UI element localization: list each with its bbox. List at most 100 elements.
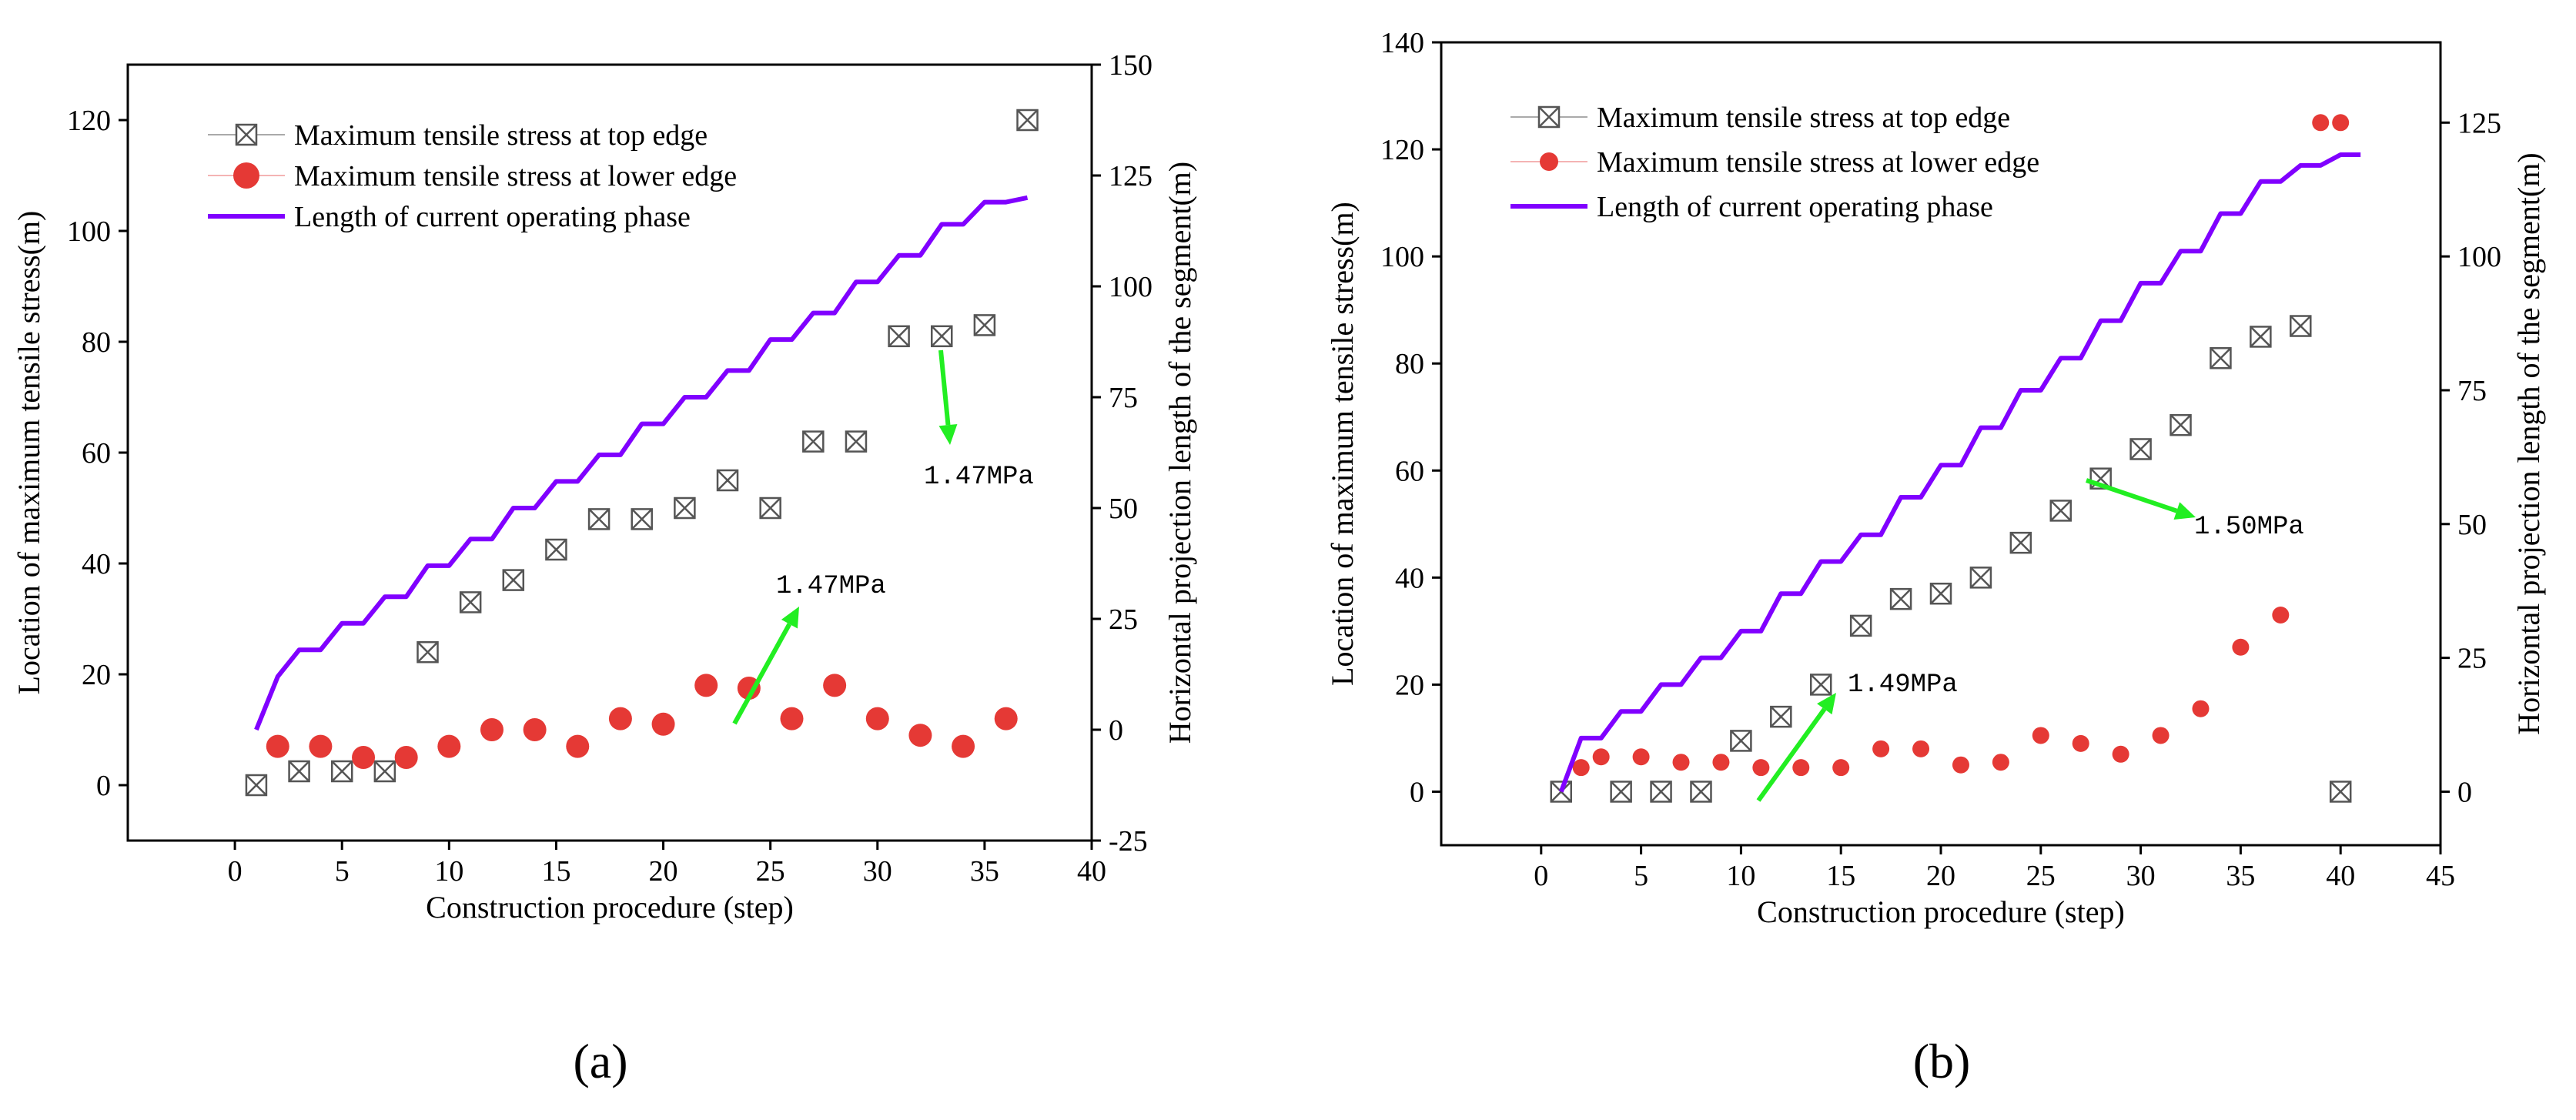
top-edge-point [2210, 346, 2232, 369]
annotation-label: 1.49MPa [1848, 670, 1958, 700]
lower-edge-point [1792, 759, 1810, 777]
lower-edge-point [394, 746, 418, 769]
x-tick-label: 25 [2026, 860, 2056, 892]
marker-cross [373, 761, 396, 782]
series-circle [1572, 114, 2350, 777]
lower-edge-point [952, 734, 975, 758]
x-tick-label: 10 [1726, 860, 1755, 892]
legend-swatch-circle [233, 162, 259, 189]
panel-label-b: (b) [1913, 1034, 1971, 1088]
marker-cross [246, 774, 267, 796]
marker-cross [417, 641, 439, 664]
y-tick-label: 140 [1380, 27, 1424, 59]
top-edge-point [1650, 781, 1672, 803]
marker-cross [888, 325, 910, 347]
top-edge-point [930, 325, 953, 348]
lower-edge-point [994, 707, 1018, 731]
marker-cross [717, 470, 738, 491]
marker-cross [802, 430, 825, 453]
top-edge-point [288, 760, 310, 783]
lower-edge-point [1572, 759, 1590, 777]
y-tick-label: 120 [67, 105, 111, 137]
top-edge-point [587, 508, 611, 530]
x-tick-label: 20 [649, 855, 678, 888]
y-right-tick-label: 125 [2457, 107, 2501, 139]
annotation-arrow-head [938, 423, 958, 445]
marker-cross [2170, 414, 2192, 436]
legend-label: Length of current operating phase [1597, 191, 1993, 223]
marker-cross [2250, 326, 2272, 348]
x-tick-label: 15 [541, 855, 570, 888]
marker-cross [1970, 567, 1992, 589]
lower-edge-point [2312, 114, 2330, 132]
y-right-tick-label: -25 [1109, 825, 1148, 858]
top-edge-point [2009, 531, 2032, 554]
marker-cross [974, 314, 995, 336]
legend: Maximum tensile stress at top edge Maximu… [208, 119, 737, 233]
annotation: 1.50MPa [2086, 478, 2304, 542]
lower-edge-point [352, 746, 376, 769]
annotation-arrow-head [781, 607, 799, 629]
lower-edge-point [1672, 754, 1690, 771]
top-edge-point [373, 760, 396, 783]
top-edge-point [2049, 500, 2073, 522]
y-tick-label: 40 [1395, 562, 1424, 594]
y-axis-label: Location of maximum tensile stress(m) [12, 211, 46, 695]
lower-edge-point [437, 734, 461, 758]
series-line [1558, 152, 2361, 793]
marker-cross [2049, 500, 2072, 522]
top-edge-point [631, 508, 653, 530]
x-tick-label: 40 [1077, 855, 1106, 888]
marker-cross [1610, 781, 1632, 803]
marker-cross [2210, 347, 2232, 369]
marker-cross [1770, 706, 1792, 728]
lower-edge-point [2032, 727, 2049, 744]
x-tick-label: 0 [228, 855, 243, 888]
annotation-arrow-shaft [732, 623, 792, 725]
annotation-arrow-shaft [1756, 707, 1827, 802]
marker-cross [1650, 781, 1672, 803]
lower-edge-point [1872, 740, 1890, 757]
y-tick-label: 100 [67, 216, 111, 248]
y-tick-label: 0 [1410, 776, 1424, 808]
marker-cross [1690, 781, 1712, 803]
y-right-tick-label: 0 [1109, 714, 1123, 747]
top-edge-point [759, 496, 781, 520]
x-axis-label: Construction procedure (step) [1757, 894, 2125, 929]
y-tick-label: 0 [96, 770, 111, 802]
marker-cross [1850, 615, 1872, 637]
top-edge-point [888, 325, 910, 348]
legend-swatch-circle [1540, 152, 1558, 171]
marker-cross [674, 497, 696, 519]
lower-edge-point [1832, 759, 1850, 777]
top-edge-point [1770, 705, 1792, 728]
y-right-tick-label: 100 [1109, 271, 1153, 303]
x-axis-label: Construction procedure (step) [426, 890, 794, 924]
marker-cross [1730, 730, 1752, 752]
top-edge-point [2329, 781, 2352, 803]
chart-panel-b: 0 5 10 15 20 25 30 35 40 45 0 20 40 60 80 100 120 140 0 25 5… [1325, 27, 2546, 929]
marker-cross [759, 497, 781, 519]
marker-cross [331, 761, 353, 782]
lower-edge-point [2332, 114, 2350, 132]
marker-cross [2129, 438, 2152, 460]
lower-edge-point [1712, 754, 1730, 771]
marker-cross [545, 539, 567, 560]
top-edge-point [417, 640, 439, 664]
annotation: 1.49MPa [1756, 670, 1958, 802]
lower-edge-point [823, 674, 847, 697]
x-tick-label: 5 [335, 855, 350, 888]
top-edge-point [802, 430, 825, 453]
marker-cross [288, 761, 310, 782]
top-edge-point [1690, 781, 1712, 803]
marker-cross [1890, 588, 1912, 610]
top-edge-point [459, 591, 482, 613]
top-edge-point [1929, 582, 1952, 605]
top-edge-point [245, 774, 268, 797]
marker-cross [2330, 781, 2352, 803]
annotation-label: 1.47MPa [776, 572, 886, 601]
lower-edge-point [780, 707, 804, 731]
marker-cross [588, 508, 610, 530]
top-edge-point [1849, 614, 1872, 637]
top-edge-point [2250, 326, 2272, 348]
